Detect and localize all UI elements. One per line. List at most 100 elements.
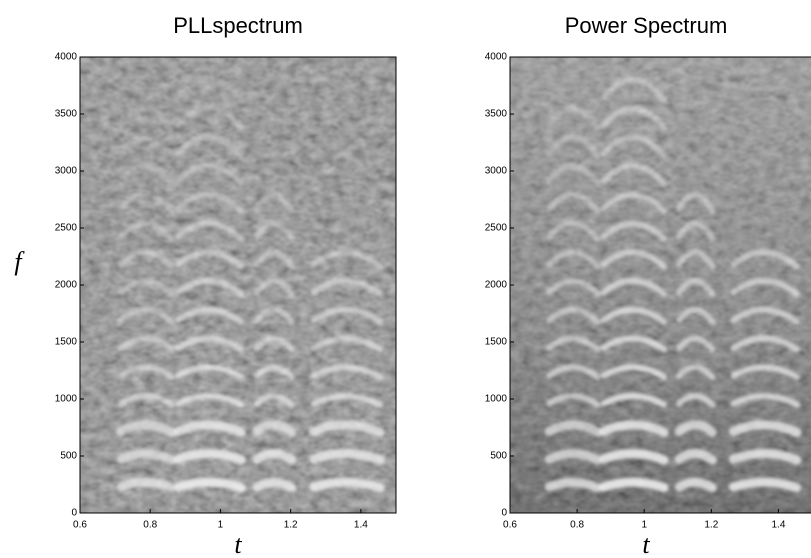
- harmonic: [676, 277, 716, 298]
- harmonic: [253, 249, 295, 270]
- harmonic: [173, 477, 246, 493]
- harmonic: [253, 393, 295, 408]
- harmonic: [674, 477, 717, 493]
- harmonic: [116, 449, 177, 465]
- harmonic: [118, 306, 175, 325]
- harmonic: [600, 249, 668, 270]
- y-tick-label: 3500: [485, 109, 508, 120]
- harmonic: [730, 249, 800, 270]
- harmonic: [730, 393, 800, 408]
- harmonic: [253, 335, 295, 353]
- panel: 0.6 0.8 1 1.2 1.4 0 500 1000 1500 2000 2500 3000 350…: [14, 13, 397, 558]
- harmonic: [546, 277, 601, 298]
- y-axis-label: f: [14, 247, 25, 276]
- harmonic: [676, 249, 716, 270]
- spectrogram: [80, 57, 396, 513]
- harmonic: [546, 220, 601, 242]
- harmonic: [600, 163, 668, 187]
- harmonic: [546, 335, 601, 353]
- harmonic: [252, 420, 297, 437]
- harmonic: [546, 393, 601, 408]
- chart-title: PLLspectrum: [173, 13, 303, 38]
- harmonic: [118, 364, 175, 381]
- y-tick-label: 0: [501, 508, 507, 519]
- harmonic: [546, 191, 601, 215]
- harmonic: [600, 393, 668, 408]
- harmonic: [674, 420, 717, 437]
- harmonic: [118, 134, 175, 159]
- harmonic: [309, 477, 385, 493]
- harmonic: [546, 105, 601, 131]
- harmonic: [546, 249, 601, 270]
- harmonic: [600, 278, 668, 298]
- y-tick-label: 1500: [55, 337, 78, 348]
- x-tick-label: 1.4: [354, 520, 368, 531]
- harmonic: [730, 364, 800, 381]
- harmonic: [174, 76, 245, 104]
- harmonics: [544, 76, 802, 493]
- harmonic: [600, 220, 668, 242]
- y-tick-label: 1000: [55, 394, 78, 405]
- harmonic: [599, 420, 669, 437]
- harmonic: [174, 134, 245, 159]
- harmonic: [544, 420, 603, 437]
- harmonic: [174, 220, 245, 242]
- x-tick-label: 0.8: [143, 520, 157, 531]
- harmonic: [174, 364, 245, 381]
- harmonic: [546, 163, 601, 187]
- harmonic: [118, 249, 175, 270]
- x-tick-label: 1.2: [284, 520, 298, 531]
- y-tick-label: 4000: [55, 52, 78, 63]
- harmonic: [253, 364, 295, 381]
- panel: 0.6 0.8 1 1.2 1.4 0 500 1000 1500 2000 2500 3000 350…: [485, 13, 811, 558]
- harmonic: [310, 335, 384, 353]
- harmonic: [174, 105, 245, 131]
- harmonic: [730, 306, 800, 325]
- y-tick-label: 1000: [485, 394, 508, 405]
- harmonic: [174, 335, 245, 353]
- harmonic: [252, 449, 297, 465]
- x-tick-label: 1.2: [704, 520, 718, 531]
- y-tick-label: 3000: [485, 166, 508, 177]
- harmonic: [174, 249, 245, 270]
- harmonic: [118, 335, 175, 353]
- harmonic: [599, 449, 669, 465]
- y-tick-label: 2500: [55, 223, 78, 234]
- harmonic: [173, 449, 246, 465]
- harmonic: [118, 220, 175, 242]
- harmonic: [600, 134, 668, 159]
- harmonic: [309, 420, 385, 437]
- x-tick-label: 1: [218, 520, 224, 531]
- harmonic: [544, 449, 603, 465]
- x-tick-label: 0.6: [503, 520, 517, 531]
- harmonic: [730, 335, 800, 353]
- harmonic: [174, 393, 245, 408]
- harmonic: [676, 393, 716, 408]
- harmonic: [676, 220, 716, 242]
- y-tick-label: 2500: [485, 223, 508, 234]
- harmonic: [118, 163, 175, 187]
- harmonic: [310, 306, 384, 325]
- harmonic: [546, 306, 601, 325]
- y-tick-label: 3500: [55, 109, 78, 120]
- x-tick-label: 0.6: [73, 520, 87, 531]
- harmonic: [253, 191, 295, 215]
- harmonic: [174, 306, 245, 325]
- harmonic: [174, 162, 245, 187]
- harmonic: [728, 420, 802, 437]
- harmonic: [252, 477, 297, 493]
- harmonic: [599, 477, 669, 493]
- harmonic: [546, 134, 601, 159]
- harmonic: [118, 393, 175, 408]
- harmonic: [173, 420, 246, 437]
- x-tick-label: 1: [641, 520, 647, 531]
- harmonic: [116, 477, 177, 493]
- harmonic: [676, 191, 716, 215]
- harmonic: [310, 249, 384, 270]
- spectrogram: [510, 57, 811, 513]
- y-tick-label: 4000: [485, 52, 508, 63]
- harmonic: [310, 364, 384, 381]
- harmonic: [546, 364, 601, 381]
- y-tick-label: 500: [60, 451, 77, 462]
- x-tick-label: 1.4: [771, 520, 785, 531]
